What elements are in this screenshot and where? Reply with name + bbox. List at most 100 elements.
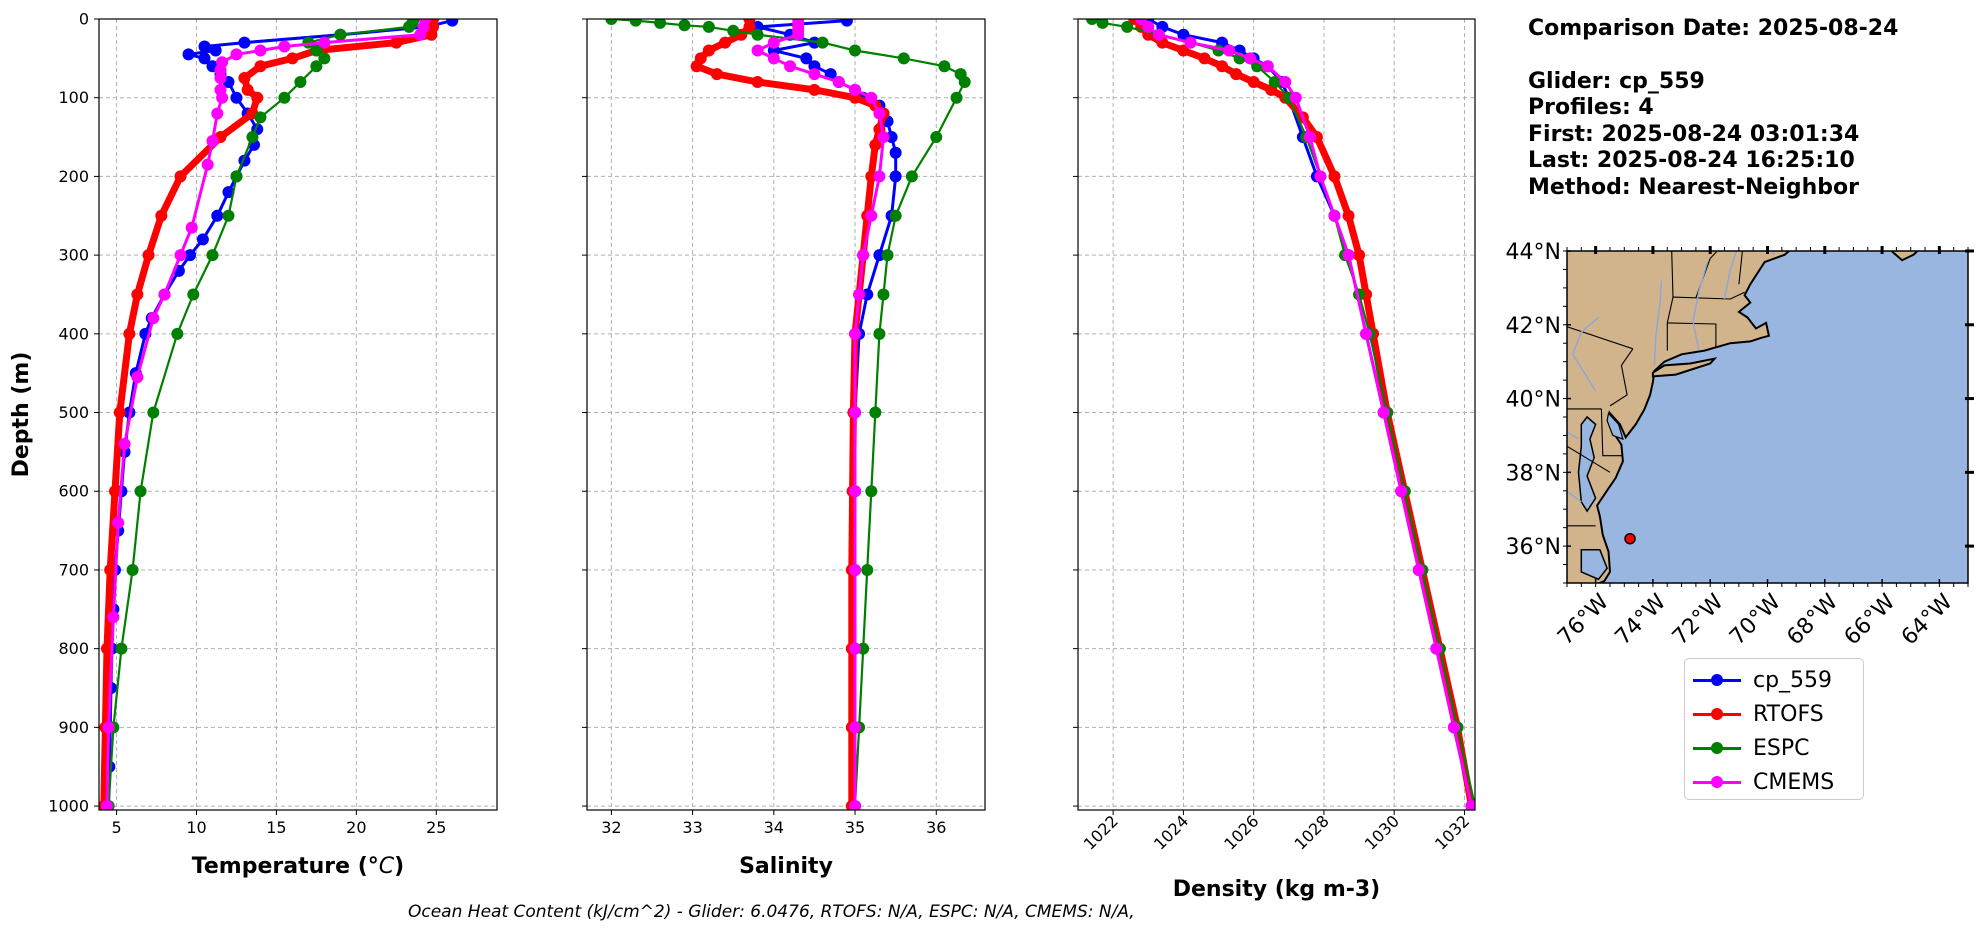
data-point-cmems bbox=[216, 91, 229, 104]
data-point-cmems bbox=[1430, 642, 1443, 655]
data-point-rtofs bbox=[1353, 249, 1366, 262]
data-point-espc bbox=[678, 19, 691, 32]
data-point-espc bbox=[816, 36, 829, 49]
data-point-rtofs bbox=[1328, 170, 1341, 183]
data-point-espc bbox=[1121, 20, 1134, 33]
data-point-cmems bbox=[849, 642, 862, 655]
data-point-rtofs bbox=[1342, 209, 1355, 222]
data-point-cmems bbox=[158, 288, 171, 301]
data-point-cmems bbox=[849, 485, 862, 498]
data-point-cmems bbox=[102, 721, 115, 734]
data-point-glider bbox=[230, 91, 243, 104]
data-point-cmems bbox=[211, 107, 224, 120]
data-point-rtofs bbox=[808, 83, 821, 96]
data-point-glider bbox=[198, 40, 211, 53]
x-tick-label: 34 bbox=[764, 818, 784, 837]
comparison-date: Comparison Date: 2025-08-24 bbox=[1528, 16, 1899, 41]
data-point-cmems bbox=[873, 170, 886, 183]
x-tick-label: 1028 bbox=[1291, 811, 1333, 853]
data-point-espc bbox=[958, 75, 971, 88]
map-lon-label: 68°W bbox=[1782, 589, 1843, 650]
pamlico-sound bbox=[1580, 549, 1608, 581]
legend-label: RTOFS bbox=[1753, 701, 1824, 727]
data-point-espc bbox=[126, 563, 139, 576]
data-point-espc bbox=[334, 28, 347, 41]
x-tick-label: 10 bbox=[186, 818, 206, 837]
series-rtofs bbox=[99, 19, 440, 810]
data-point-cmems bbox=[214, 72, 227, 85]
data-point-espc bbox=[187, 288, 200, 301]
data-point-espc bbox=[278, 91, 291, 104]
river bbox=[1567, 430, 1579, 440]
legend-item-cmems: CMEMS bbox=[1685, 765, 1863, 799]
axes-frame bbox=[98, 18, 498, 811]
y-tick-label: 200 bbox=[58, 167, 89, 186]
state-border bbox=[1672, 291, 1745, 300]
x-tick-label: 25 bbox=[426, 818, 446, 837]
map-lon-label: 70°W bbox=[1725, 589, 1786, 650]
data-point-espc bbox=[222, 209, 235, 222]
data-point-rtofs bbox=[104, 563, 117, 576]
map-lon-label: 64°W bbox=[1897, 589, 1958, 650]
y-tick-label: 300 bbox=[58, 246, 89, 265]
data-point-cmems bbox=[853, 288, 866, 301]
data-point-espc bbox=[889, 209, 902, 222]
data-point-cmems bbox=[849, 800, 862, 810]
series-cmems bbox=[100, 19, 432, 810]
river bbox=[1653, 280, 1663, 366]
land bbox=[1567, 251, 1791, 583]
data-point-cmems bbox=[857, 249, 870, 262]
data-point-rtofs bbox=[743, 20, 756, 33]
data-point-cmems bbox=[230, 48, 243, 61]
data-point-cmems bbox=[1184, 36, 1197, 49]
state-border bbox=[1600, 408, 1623, 457]
data-point-rtofs bbox=[702, 44, 715, 57]
legend-label: CMEMS bbox=[1753, 769, 1835, 795]
map-lon-label: 74°W bbox=[1611, 589, 1672, 650]
data-point-rtofs bbox=[1247, 75, 1260, 88]
data-point-glider bbox=[198, 52, 211, 65]
series-espc bbox=[102, 19, 420, 810]
data-point-cmems bbox=[318, 36, 331, 49]
data-point-espc bbox=[294, 75, 307, 88]
data-point-cmems bbox=[767, 36, 780, 49]
data-point-cmems bbox=[100, 800, 113, 810]
series-glider bbox=[102, 19, 459, 810]
y-tick-label: 800 bbox=[58, 639, 89, 658]
data-point-rtofs bbox=[251, 91, 264, 104]
data-point-espc bbox=[318, 52, 331, 65]
state-border bbox=[1609, 348, 1634, 407]
data-point-cmems bbox=[767, 52, 780, 65]
data-point-espc bbox=[727, 24, 740, 37]
x-tick-label: 1032 bbox=[1431, 811, 1473, 853]
data-point-rtofs bbox=[751, 75, 764, 88]
data-point-cmems bbox=[751, 44, 764, 57]
y-tick-label: 1000 bbox=[48, 797, 89, 816]
data-point-espc bbox=[246, 131, 259, 144]
data-point-glider bbox=[196, 233, 209, 246]
data-point-glider bbox=[238, 36, 251, 49]
data-point-cmems bbox=[174, 249, 187, 262]
state-border bbox=[1567, 445, 1611, 473]
data-point-espc bbox=[1096, 19, 1109, 29]
map-lat-label: 38°N bbox=[1506, 461, 1561, 486]
x-tick-label: 1030 bbox=[1361, 811, 1403, 853]
series-line-cmems bbox=[1140, 19, 1473, 807]
legend-item-espc: ESPC bbox=[1685, 731, 1863, 765]
data-point-cmems bbox=[832, 75, 845, 88]
data-point-rtofs bbox=[286, 52, 299, 65]
data-point-cmems bbox=[1395, 485, 1408, 498]
series-cmems bbox=[751, 19, 890, 810]
data-point-cmems bbox=[1377, 406, 1390, 419]
data-point-espc bbox=[877, 288, 890, 301]
data-point-rtofs bbox=[690, 60, 703, 73]
data-point-cmems bbox=[784, 60, 797, 73]
data-point-cmems bbox=[1244, 52, 1257, 65]
data-point-rtofs bbox=[155, 209, 168, 222]
data-point-cmems bbox=[1142, 20, 1155, 33]
data-point-espc bbox=[1268, 75, 1281, 88]
data-point-cmems bbox=[1223, 44, 1236, 57]
map-content bbox=[1567, 251, 1968, 583]
data-point-espc bbox=[905, 170, 918, 183]
data-point-cmems bbox=[1412, 563, 1425, 576]
